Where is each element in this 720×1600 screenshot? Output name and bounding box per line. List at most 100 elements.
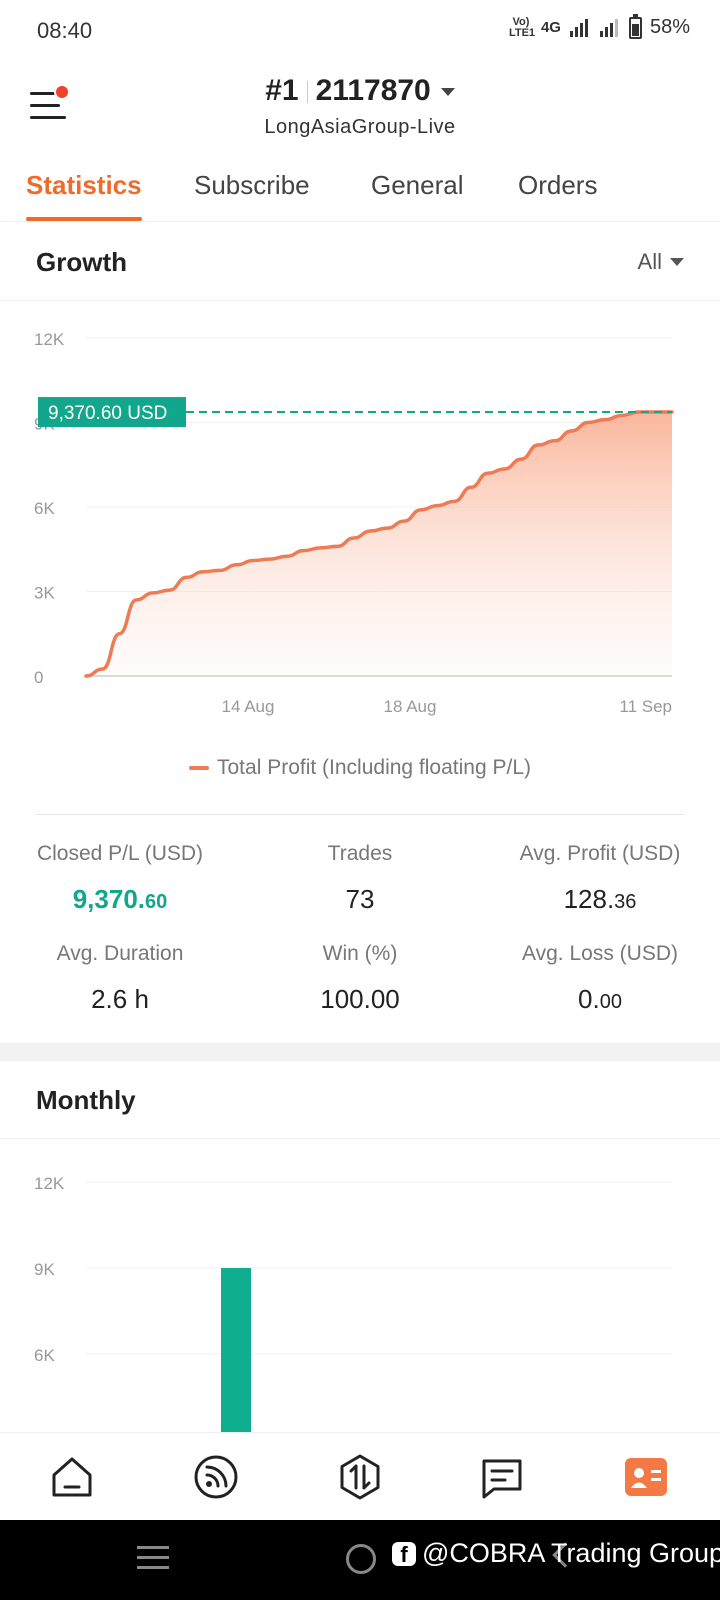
stat-win: Win (%) 100.00 [240, 942, 480, 1015]
legend-label: Total Profit (Including floating P/L) [217, 756, 531, 779]
current-value-label: 9,370.60 USD [48, 403, 167, 424]
stat-value-dec: 36 [614, 891, 637, 913]
chat-icon [482, 1459, 522, 1499]
account-number: 2117870 [315, 74, 431, 107]
chevron-down-icon [440, 88, 455, 97]
status-indicators: Vo) LTE1 4G 58% [508, 13, 690, 39]
signal-feed-icon [194, 1455, 238, 1499]
facebook-logo-icon: f [392, 1541, 416, 1567]
profile-card-icon [625, 1458, 667, 1496]
menu-icon [30, 92, 66, 95]
stat-value-dec: 00 [599, 991, 622, 1013]
chevron-down-icon [670, 258, 684, 266]
system-nav-bar: f @COBRA Trading Group [0, 1520, 720, 1600]
stat-avg-loss: Avg. Loss (USD) 0.00 [480, 942, 720, 1015]
tab-statistics[interactable]: Statistics [26, 170, 142, 200]
monthly-bar [221, 1268, 251, 1432]
y-tick-label: 12K [34, 330, 65, 349]
y-tick-label: 3K [34, 584, 55, 603]
stat-label: Avg. Profit (USD) [519, 842, 681, 865]
growth-line [84, 410, 674, 678]
title-separator [306, 81, 308, 104]
x-tick-label: 18 Aug [384, 697, 437, 716]
battery-percent: 58% [649, 16, 690, 38]
watermark-text: @COBRA Trading Group [422, 1538, 720, 1568]
account-selector[interactable]: #1 2117870 [0, 74, 720, 108]
stat-avg-profit: Avg. Profit (USD) 128.36 [480, 842, 720, 915]
menu-icon-bar [30, 104, 60, 107]
stat-label: Trades [327, 842, 393, 865]
stat-value: 73 [345, 884, 375, 914]
stat-closed-pl: Closed P/L (USD) 9,370.60 [0, 842, 240, 915]
battery-icon [628, 13, 642, 39]
signal-icon [569, 18, 588, 37]
recent-apps-icon [137, 1546, 169, 1549]
status-time: 08:40 [37, 18, 93, 43]
volte-icon: Vo) LTE1 [508, 15, 536, 39]
home-icon [52, 1457, 92, 1497]
current-value-badge [38, 397, 186, 428]
y-tick-label: 12K [34, 1174, 65, 1193]
growth-area [86, 412, 672, 676]
recent-apps-icon-bar [137, 1566, 169, 1569]
account-header: #1 2117870 LongAsiaGroup-Live [0, 62, 720, 154]
active-tab-indicator [26, 217, 142, 221]
stat-label: Avg. Loss (USD) [522, 942, 678, 965]
tab-bar: Statistics Subscribe General Orders [0, 154, 720, 222]
legend-swatch [189, 766, 209, 771]
stat-label: Closed P/L (USD) [36, 842, 204, 865]
tab-subscribe[interactable]: Subscribe [194, 170, 310, 200]
trade-icon [340, 1454, 380, 1500]
nav-signals[interactable] [192, 1453, 240, 1501]
bottom-nav [0, 1432, 720, 1520]
stat-value: 100.00 [320, 984, 400, 1014]
stat-value-int: 128. [563, 884, 615, 914]
y-tick-label: 9K [34, 1260, 55, 1279]
tab-orders[interactable]: Orders [518, 170, 598, 200]
server-name: LongAsiaGroup-Live [264, 116, 456, 138]
growth-title: Growth [36, 247, 127, 277]
stat-value: 2.6 h [91, 984, 149, 1014]
monthly-chart: 12K 9K 6K [34, 1174, 672, 1432]
monthly-header: Monthly [0, 1061, 720, 1139]
status-bar: 08:40 Vo) LTE1 4G 58% [0, 0, 720, 62]
stat-label: Avg. Duration [56, 942, 184, 965]
home-button[interactable] [346, 1544, 376, 1574]
x-tick-label: 14 Aug [222, 697, 275, 716]
stat-value: 9,370.60 [0, 884, 240, 915]
y-tick-label: 0 [34, 668, 43, 687]
notification-dot [54, 84, 70, 100]
nav-home[interactable] [48, 1453, 96, 1501]
account-rank: #1 [265, 74, 299, 107]
chart-legend: Total Profit (Including floating P/L) [0, 756, 720, 780]
stat-avg-duration: Avg. Duration 2.6 h [0, 942, 240, 1015]
network-type: 4G [540, 19, 561, 36]
menu-icon-bar [30, 116, 66, 119]
recent-apps-button[interactable] [137, 1546, 169, 1572]
section-spacer [0, 1043, 720, 1061]
nav-trade[interactable] [336, 1453, 384, 1501]
recent-apps-icon-bar [137, 1556, 169, 1559]
stat-value: 0.00 [480, 984, 720, 1015]
x-tick-label: 11 Sep [619, 697, 672, 716]
stat-label: Win (%) [322, 942, 398, 965]
stat-value-int: 0. [578, 984, 600, 1014]
range-value: All [637, 249, 662, 274]
y-tick-label: 6K [34, 1346, 55, 1365]
menu-button[interactable] [30, 84, 72, 126]
y-tick-label: 6K [34, 499, 55, 518]
stat-value-int: 9,370. [72, 884, 146, 914]
signal-weak-icon [599, 18, 618, 37]
stat-value: 128.36 [480, 884, 720, 915]
watermark: f @COBRA Trading Group [392, 1538, 720, 1569]
nav-messages[interactable] [478, 1453, 526, 1501]
nav-profile[interactable] [622, 1453, 670, 1501]
range-dropdown[interactable]: All [638, 249, 684, 275]
growth-header: Growth All [0, 223, 720, 301]
divider [36, 814, 684, 815]
tab-general[interactable]: General [371, 170, 464, 200]
stat-value-dec: 60 [145, 891, 168, 913]
stat-trades: Trades 73 [240, 842, 480, 915]
monthly-title: Monthly [36, 1085, 136, 1115]
